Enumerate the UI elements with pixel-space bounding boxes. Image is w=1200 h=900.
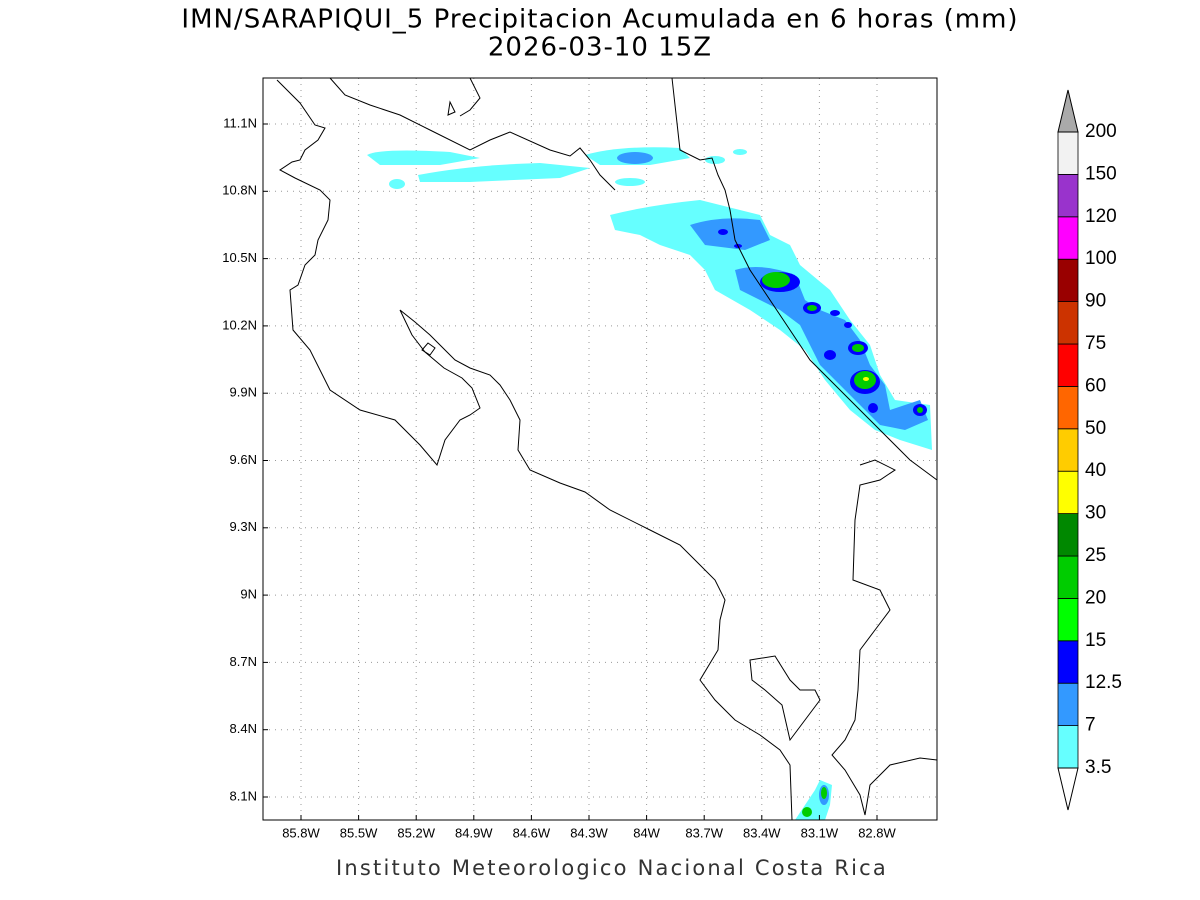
colorbar-label: 12.5 xyxy=(1085,672,1122,693)
colorbar-label: 30 xyxy=(1085,503,1106,524)
precipitation xyxy=(367,147,932,820)
coastlines xyxy=(276,77,938,821)
colorbar-label: 150 xyxy=(1085,163,1117,184)
colorbar-label: 200 xyxy=(1085,121,1117,142)
colorbar-label: 7 xyxy=(1085,715,1096,736)
colorbar-label: 90 xyxy=(1085,291,1106,312)
x-tick-label: 83.1W xyxy=(801,825,839,840)
colorbar-label: 100 xyxy=(1085,248,1117,269)
axes: 85.8W 85.5W 85.2W 84.9W 84.6W 84.3W 84W 83.7W 83… xyxy=(222,115,896,840)
colorbar-label: 25 xyxy=(1085,545,1106,566)
y-tick-label: 9.9N xyxy=(230,385,257,400)
colorbar-label: 3.5 xyxy=(1085,757,1111,778)
x-tick-label: 84.3W xyxy=(570,825,608,840)
x-tick-label: 83.7W xyxy=(685,825,723,840)
subtitle: 2026-03-10 15Z xyxy=(488,33,712,63)
y-tick-label: 9.3N xyxy=(230,519,257,534)
map-frame xyxy=(262,77,938,821)
x-tick-label: 84.6W xyxy=(513,825,551,840)
y-tick-label: 8.1N xyxy=(230,788,257,803)
colorbar-segment xyxy=(1057,301,1079,345)
colorbar-label: 15 xyxy=(1085,630,1106,651)
y-tick-label: 8.4N xyxy=(230,721,257,736)
colorbar-segment xyxy=(1057,173,1079,218)
x-tick-label: 85.5W xyxy=(340,825,378,840)
colorbar-segment xyxy=(1057,555,1079,599)
x-tick-label: 84.9W xyxy=(455,825,493,840)
colorbar-label: 50 xyxy=(1085,418,1106,439)
colorbar-label: 120 xyxy=(1085,206,1117,227)
y-tick-label: 10.8N xyxy=(222,183,257,198)
x-tick-label: 85.2W xyxy=(397,825,435,840)
colorbar-segment xyxy=(1057,598,1079,642)
colorbar-under xyxy=(1057,767,1079,811)
colorbar-over xyxy=(1057,89,1079,133)
y-tick-label: 10.2N xyxy=(222,317,257,332)
colorbar-segment xyxy=(1057,513,1079,557)
colorbar-segment xyxy=(1057,428,1079,472)
title: IMN/SARAPIQUI_5 Precipitacion Acumulada … xyxy=(181,5,1018,35)
y-tick-label: 11.1N xyxy=(223,115,257,130)
y-tick-label: 9N xyxy=(240,587,257,602)
colorbar-label: 60 xyxy=(1085,375,1106,396)
colorbar-segment xyxy=(1057,725,1079,769)
colorbar-segment xyxy=(1057,216,1079,260)
colorbar: 3.5 7 12.5 15 20 25 30 40 50 60 75 90 100 120 150 200 xyxy=(1057,89,1122,811)
colorbar-label: 75 xyxy=(1085,333,1106,354)
colorbar-segment xyxy=(1057,131,1079,175)
y-tick-label: 8.7N xyxy=(230,654,257,669)
y-tick-label: 9.6N xyxy=(230,452,257,467)
colorbar-segment xyxy=(1057,682,1079,727)
colorbar-segment xyxy=(1057,385,1079,430)
colorbar-segment xyxy=(1057,470,1079,515)
colorbar-segment xyxy=(1057,258,1079,303)
footer: Instituto Meteorologico Nacional Costa R… xyxy=(336,856,888,880)
x-tick-label: 82.8W xyxy=(858,825,896,840)
x-tick-label: 83.4W xyxy=(743,825,781,840)
grid xyxy=(263,78,937,820)
colorbar-label: 20 xyxy=(1085,587,1106,608)
colorbar-segment xyxy=(1057,343,1079,387)
x-tick-label: 84W xyxy=(633,825,660,840)
colorbar-segment xyxy=(1057,640,1079,684)
y-tick-label: 10.5N xyxy=(222,250,257,265)
x-tick-label: 85.8W xyxy=(282,825,320,840)
colorbar-label: 40 xyxy=(1085,460,1106,481)
